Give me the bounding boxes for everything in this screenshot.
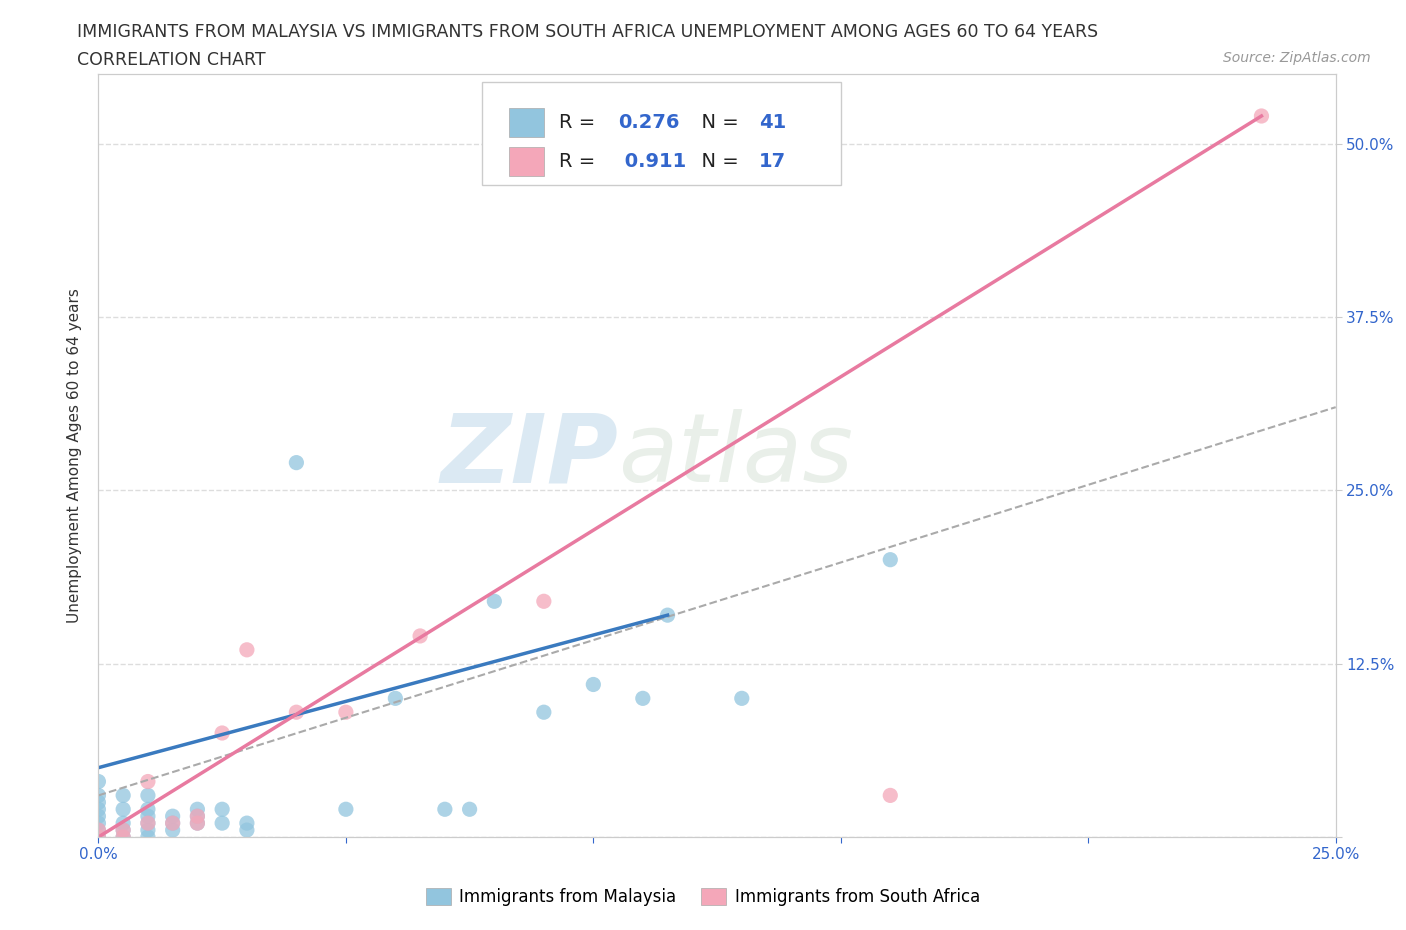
Point bbox=[484, 594, 506, 609]
Point bbox=[186, 816, 208, 830]
Point bbox=[582, 677, 605, 692]
Point bbox=[879, 788, 901, 803]
Legend: Immigrants from Malaysia, Immigrants from South Africa: Immigrants from Malaysia, Immigrants fro… bbox=[419, 881, 987, 912]
Point bbox=[112, 823, 135, 838]
Text: IMMIGRANTS FROM MALAYSIA VS IMMIGRANTS FROM SOUTH AFRICA UNEMPLOYMENT AMONG AGES: IMMIGRANTS FROM MALAYSIA VS IMMIGRANTS F… bbox=[77, 23, 1098, 41]
Point bbox=[433, 802, 456, 817]
Point bbox=[657, 607, 679, 622]
Point bbox=[533, 594, 555, 609]
Text: 0.276: 0.276 bbox=[619, 113, 679, 132]
Point bbox=[112, 830, 135, 844]
Point bbox=[136, 830, 159, 844]
Point bbox=[162, 823, 184, 838]
Point bbox=[87, 774, 110, 789]
Point bbox=[112, 830, 135, 844]
Point bbox=[186, 809, 208, 824]
Point bbox=[87, 830, 110, 844]
Point bbox=[136, 802, 159, 817]
Point bbox=[879, 552, 901, 567]
Point bbox=[136, 788, 159, 803]
Point bbox=[87, 795, 110, 810]
Y-axis label: Unemployment Among Ages 60 to 64 years: Unemployment Among Ages 60 to 64 years bbox=[67, 288, 83, 623]
Point bbox=[87, 802, 110, 817]
Point bbox=[162, 809, 184, 824]
Text: atlas: atlas bbox=[619, 409, 853, 502]
Point bbox=[384, 691, 406, 706]
Text: R =: R = bbox=[558, 153, 602, 171]
Point bbox=[87, 788, 110, 803]
Point bbox=[136, 816, 159, 830]
Point bbox=[458, 802, 481, 817]
Point bbox=[236, 816, 259, 830]
Text: R =: R = bbox=[558, 113, 602, 132]
Text: N =: N = bbox=[689, 153, 745, 171]
Point bbox=[211, 816, 233, 830]
Text: N =: N = bbox=[689, 113, 745, 132]
Point bbox=[236, 643, 259, 658]
FancyBboxPatch shape bbox=[482, 82, 841, 185]
Point bbox=[162, 816, 184, 830]
Point bbox=[136, 816, 159, 830]
Point bbox=[186, 802, 208, 817]
Point bbox=[335, 705, 357, 720]
Point bbox=[87, 809, 110, 824]
Point bbox=[136, 774, 159, 789]
Point bbox=[112, 816, 135, 830]
FancyBboxPatch shape bbox=[509, 109, 544, 138]
Point bbox=[211, 802, 233, 817]
Point bbox=[1250, 109, 1272, 124]
Point bbox=[136, 823, 159, 838]
Point bbox=[186, 809, 208, 824]
Point bbox=[162, 816, 184, 830]
Text: ZIP: ZIP bbox=[440, 409, 619, 502]
Point bbox=[186, 816, 208, 830]
Point bbox=[87, 816, 110, 830]
Point bbox=[112, 802, 135, 817]
Point bbox=[87, 830, 110, 844]
Point bbox=[211, 725, 233, 740]
Point bbox=[409, 629, 432, 644]
Point bbox=[335, 802, 357, 817]
Point bbox=[285, 455, 308, 470]
Text: Source: ZipAtlas.com: Source: ZipAtlas.com bbox=[1223, 51, 1371, 65]
Point bbox=[533, 705, 555, 720]
Point bbox=[285, 705, 308, 720]
Point bbox=[236, 823, 259, 838]
FancyBboxPatch shape bbox=[509, 147, 544, 176]
Text: 41: 41 bbox=[759, 113, 786, 132]
Point bbox=[112, 823, 135, 838]
Text: 0.911: 0.911 bbox=[619, 153, 686, 171]
Text: 17: 17 bbox=[759, 153, 786, 171]
Point bbox=[112, 788, 135, 803]
Point bbox=[731, 691, 754, 706]
Point bbox=[87, 823, 110, 838]
Point bbox=[136, 809, 159, 824]
Text: CORRELATION CHART: CORRELATION CHART bbox=[77, 51, 266, 69]
Point bbox=[87, 823, 110, 838]
Point bbox=[631, 691, 654, 706]
